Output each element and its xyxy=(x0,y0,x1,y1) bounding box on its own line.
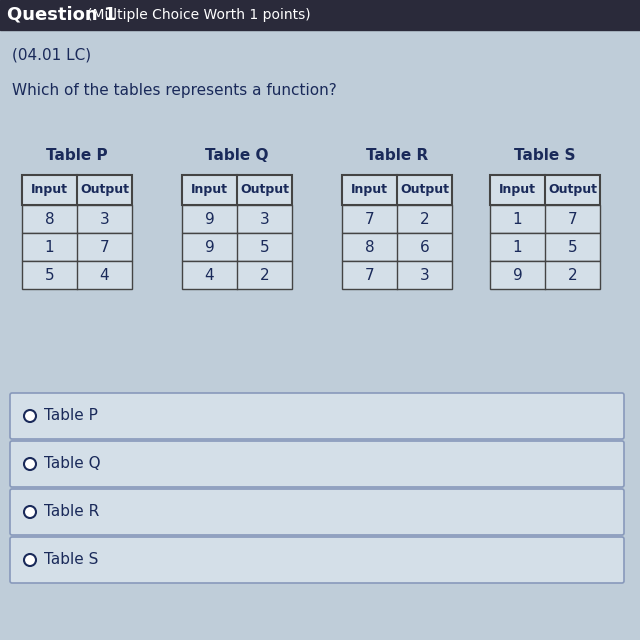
Text: 8: 8 xyxy=(365,239,374,255)
Text: Table Q: Table Q xyxy=(205,148,269,163)
Text: (04.01 LC): (04.01 LC) xyxy=(12,47,91,63)
Text: Input: Input xyxy=(351,184,388,196)
Bar xyxy=(342,233,452,261)
Text: 2: 2 xyxy=(260,268,269,282)
Text: 2: 2 xyxy=(568,268,577,282)
FancyBboxPatch shape xyxy=(10,441,624,487)
Text: 3: 3 xyxy=(100,211,109,227)
Text: Table R: Table R xyxy=(366,148,428,163)
Text: 7: 7 xyxy=(568,211,577,227)
Text: 2: 2 xyxy=(420,211,429,227)
Text: 7: 7 xyxy=(100,239,109,255)
Text: Table P: Table P xyxy=(46,148,108,163)
Text: 3: 3 xyxy=(420,268,429,282)
Text: Table P: Table P xyxy=(44,408,98,424)
Text: Table S: Table S xyxy=(515,148,576,163)
Text: Output: Output xyxy=(400,184,449,196)
FancyBboxPatch shape xyxy=(10,537,624,583)
Text: Output: Output xyxy=(80,184,129,196)
Text: 7: 7 xyxy=(365,268,374,282)
Bar xyxy=(182,175,292,205)
Text: 3: 3 xyxy=(260,211,269,227)
Bar xyxy=(342,205,452,233)
Bar xyxy=(182,205,292,233)
Bar xyxy=(490,205,600,233)
Text: Input: Input xyxy=(31,184,68,196)
Bar xyxy=(182,261,292,289)
Text: 8: 8 xyxy=(45,211,54,227)
Text: 9: 9 xyxy=(205,211,214,227)
Text: 9: 9 xyxy=(513,268,522,282)
Text: Table S: Table S xyxy=(44,552,99,568)
Bar xyxy=(490,233,600,261)
Bar xyxy=(490,261,600,289)
Bar xyxy=(22,261,132,289)
Text: 4: 4 xyxy=(100,268,109,282)
Text: 9: 9 xyxy=(205,239,214,255)
Text: 1: 1 xyxy=(513,239,522,255)
Text: Table R: Table R xyxy=(44,504,99,520)
Text: 1: 1 xyxy=(513,211,522,227)
Text: 5: 5 xyxy=(45,268,54,282)
Text: Output: Output xyxy=(240,184,289,196)
Text: 5: 5 xyxy=(568,239,577,255)
Bar xyxy=(490,175,600,205)
Circle shape xyxy=(24,410,36,422)
Circle shape xyxy=(24,458,36,470)
Text: Table Q: Table Q xyxy=(44,456,100,472)
Circle shape xyxy=(24,554,36,566)
Bar xyxy=(342,175,452,205)
Bar xyxy=(22,205,132,233)
Text: Input: Input xyxy=(499,184,536,196)
Bar xyxy=(22,233,132,261)
FancyBboxPatch shape xyxy=(10,489,624,535)
Text: 5: 5 xyxy=(260,239,269,255)
Text: (Multiple Choice Worth 1 points): (Multiple Choice Worth 1 points) xyxy=(87,8,310,22)
Bar xyxy=(0,0,640,30)
Text: Question 1: Question 1 xyxy=(7,6,116,24)
Bar xyxy=(342,261,452,289)
Text: 6: 6 xyxy=(420,239,429,255)
Bar xyxy=(182,233,292,261)
FancyBboxPatch shape xyxy=(10,393,624,439)
Text: Input: Input xyxy=(191,184,228,196)
Text: 7: 7 xyxy=(365,211,374,227)
Text: Which of the tables represents a function?: Which of the tables represents a functio… xyxy=(12,83,337,97)
Text: Output: Output xyxy=(548,184,597,196)
Circle shape xyxy=(24,506,36,518)
Bar xyxy=(22,175,132,205)
Text: 4: 4 xyxy=(205,268,214,282)
Text: 1: 1 xyxy=(45,239,54,255)
